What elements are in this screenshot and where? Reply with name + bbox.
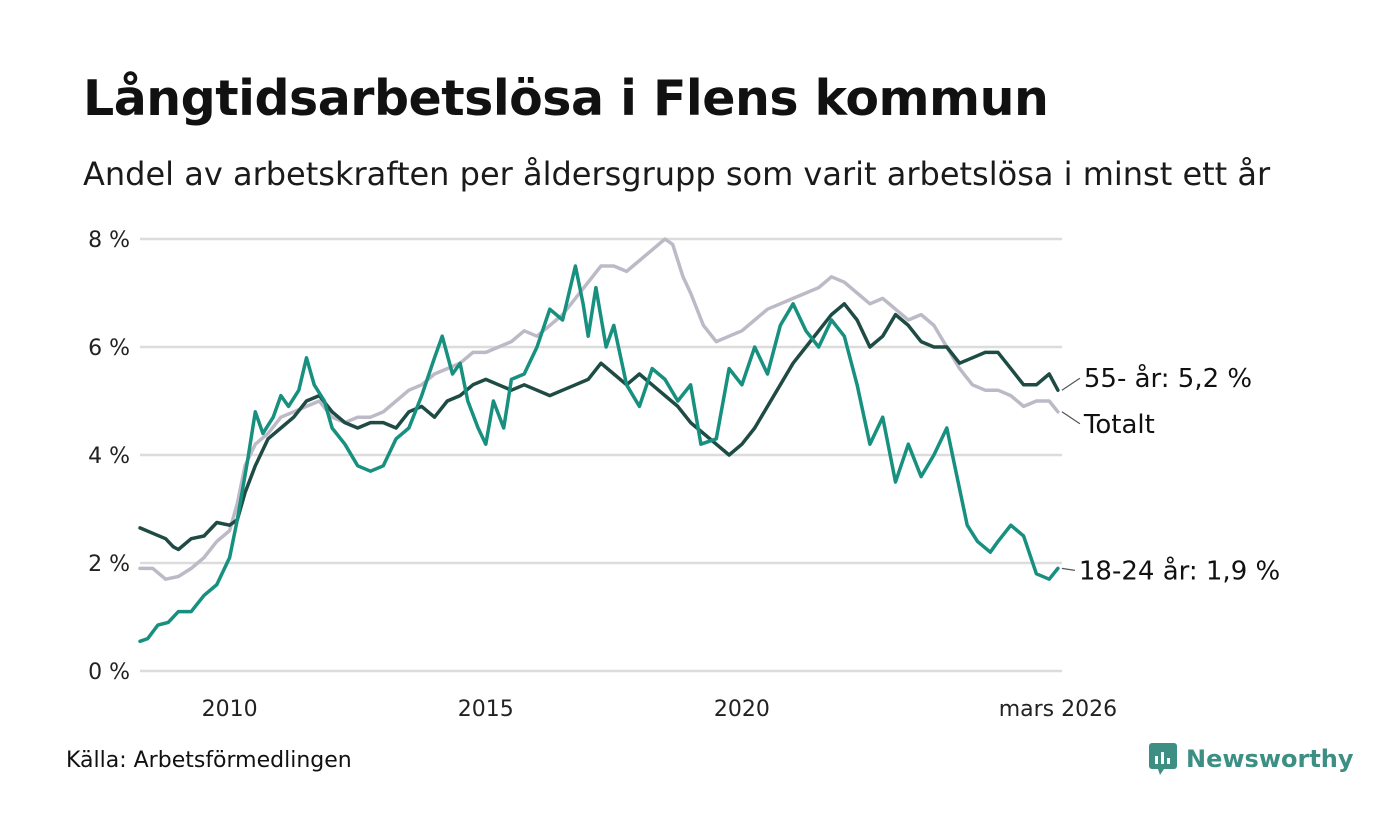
y-tick-label: 0 % <box>88 660 130 685</box>
chart-title: Långtidsarbetslösa i Flens kommun <box>83 70 1049 127</box>
grid-lines <box>140 237 1062 673</box>
x-tick-label: 2010 <box>202 697 258 722</box>
line-chart: 0 % 2 % 4 % 6 % 8 % 2010 2015 2020 mars 2026 Tot… <box>88 228 1280 722</box>
y-tick-label: 6 % <box>88 336 130 361</box>
series-end-label: Totalt <box>1083 410 1155 440</box>
series-line-2 <box>138 264 1060 644</box>
label-leader <box>1061 567 1075 571</box>
label-leader <box>1061 411 1081 425</box>
series-lines <box>138 237 1060 644</box>
brand-name: Newsworthy <box>1186 745 1354 773</box>
brand-logo: Newsworthy <box>1148 742 1354 776</box>
series-line-0 <box>138 237 1060 581</box>
x-tick-label: mars 2026 <box>999 697 1117 722</box>
series-end-label: 55- år: 5,2 % <box>1084 363 1252 394</box>
chart-subtitle: Andel av arbetskraften per åldersgrupp s… <box>83 155 1271 193</box>
x-tick-label: 2015 <box>458 697 514 722</box>
series-line-1 <box>138 302 1060 552</box>
y-tick-label: 4 % <box>88 444 130 469</box>
source-note: Källa: Arbetsförmedlingen <box>66 748 352 773</box>
label-leader <box>1061 377 1081 391</box>
series-labels: Totalt 55- år: 5,2 % 18-24 år: 1,9 % <box>1061 363 1280 586</box>
series-end-label: 18-24 år: 1,9 % <box>1079 555 1280 586</box>
y-tick-label: 2 % <box>88 552 130 577</box>
newsworthy-logo-icon <box>1149 743 1177 775</box>
axis-labels: 0 % 2 % 4 % 6 % 8 % 2010 2015 2020 mars 2026 <box>88 228 1117 722</box>
y-tick-label: 8 % <box>88 228 130 253</box>
x-tick-label: 2020 <box>714 697 770 722</box>
